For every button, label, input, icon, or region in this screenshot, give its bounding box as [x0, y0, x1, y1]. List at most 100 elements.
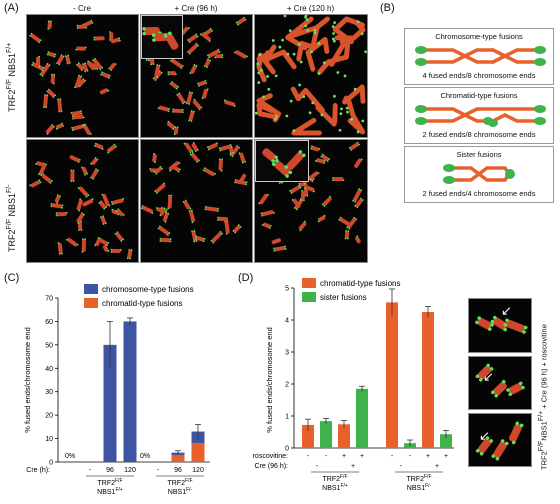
- bar-chromatid: [191, 443, 205, 462]
- legend-swatch: [84, 298, 98, 308]
- bar-chromatid: [386, 302, 398, 448]
- chromosome-type-fusion-box: Chromosome-type fusions 4 fused ends/8 c…: [404, 28, 554, 85]
- roscovitine-value: -: [325, 453, 328, 460]
- micrograph-nbs1-null-cre-96h: [140, 139, 253, 263]
- cre-value: 96: [174, 467, 182, 474]
- y-tick-label: 60: [45, 319, 53, 326]
- zero-label: 0%: [65, 453, 75, 460]
- roscovitine-value: +: [342, 453, 346, 460]
- group-label: TRF2F/F: [323, 474, 348, 483]
- roscovitine-value: +: [444, 453, 448, 460]
- group-label: TRF2F/F: [407, 474, 432, 483]
- micrograph-roscovitine-3: ↙: [468, 413, 532, 467]
- cre-label: Cre (h):: [26, 467, 50, 474]
- micrograph-nbs1-het-cre-120h: [254, 14, 368, 138]
- micrograph-roscovitine-1: ↙: [468, 298, 532, 353]
- y-tick-label: 10: [45, 436, 53, 443]
- roscovitine-value: -: [391, 453, 394, 460]
- inset-zoom: [255, 140, 309, 182]
- group-label: NBS1F/-: [168, 487, 193, 496]
- sister-fusion-box: Sister fusions 2 fused ends/4 chromosome…: [404, 146, 554, 203]
- legend-label: chromatid-type fusions: [320, 279, 400, 288]
- y-tick-label: 40: [45, 366, 53, 373]
- row-label-nbs1-null: TRF2F/F NBS1F/-: [6, 184, 17, 252]
- bar-sister: [356, 388, 368, 448]
- legend-swatch: [84, 284, 98, 294]
- group-label: NBS1F/+: [97, 487, 123, 496]
- chromosome-fusion-diagram: [415, 46, 546, 66]
- chromosome-type-fusion-title: Chromosome-type fusions: [435, 32, 523, 41]
- bar-chromatid: [171, 454, 185, 462]
- chromatid-type-fusion-title: Chromatid-type fusions: [440, 91, 518, 100]
- bar-chromosome: [123, 321, 137, 462]
- micrograph-nbs1-null-no-cre: [26, 139, 139, 263]
- group-label: NBS1F/-: [407, 483, 432, 492]
- y-tick-label: 4: [285, 318, 289, 325]
- row-label-nbs1-het: TRF2F/F NBS1F/+: [6, 42, 17, 112]
- cre-value: 120: [192, 467, 204, 474]
- panel-label-c: (C): [4, 272, 20, 284]
- sister-fusion-title: Sister fusions: [456, 150, 502, 159]
- legend-label: chromatid-type fusions: [102, 299, 182, 308]
- chromatid-type-fusion-caption: 2 fused ends/8 chromosome ends: [422, 130, 536, 139]
- cre-value: 120: [124, 467, 136, 474]
- y-tick-label: 3: [285, 350, 289, 357]
- roscovitine-value: -: [307, 453, 310, 460]
- y-tick-label: 20: [45, 413, 53, 420]
- side-label-roscovitine: TRF2F/FNBS1F/+ + Cre (96 h) + roscovitin…: [538, 324, 549, 470]
- sister-fusion-caption: 2 fused ends/4 chromosome ends: [422, 189, 536, 198]
- micrograph-nbs1-het-no-cre: [26, 14, 139, 138]
- bar-sister: [320, 421, 332, 448]
- y-axis-label: % fused ends/chromosome end: [23, 327, 32, 432]
- panel-label-b: (B): [380, 2, 395, 14]
- arrow-icon: ↙: [483, 369, 494, 384]
- legend-label: chromosome-type fusions: [102, 285, 194, 294]
- micrograph-roscovitine-2: ↙: [468, 356, 532, 410]
- panel-label-a: (A): [4, 2, 19, 14]
- chart-c: 0 10 20 30 40 50 60 70 % fused ends/chromosome e…: [23, 284, 210, 496]
- bar-chromatid: [422, 312, 434, 448]
- roscovitine-label: roscovitine:: [253, 453, 288, 460]
- cre-value: -: [316, 463, 319, 470]
- panel-label-d: (D): [238, 272, 254, 284]
- roscovitine-value: +: [426, 453, 430, 460]
- chromatid-type-fusion-box: Chromatid-type fusions 2 fused ends/8 ch…: [404, 87, 554, 144]
- legend-label: sister fusions: [320, 293, 367, 302]
- cre-value: +: [351, 463, 355, 470]
- micrograph-nbs1-null-cre-120h: [254, 139, 368, 263]
- cre-value: -: [157, 467, 160, 474]
- y-tick-label: 30: [45, 389, 53, 396]
- y-tick-label: 2: [285, 382, 289, 389]
- y-tick-label: 50: [45, 342, 53, 349]
- group-label: NBS1F/+: [322, 483, 348, 492]
- sister-fusion-diagram: [443, 164, 515, 184]
- bar-sister: [440, 434, 452, 448]
- group-label: TRF2F/F: [98, 478, 123, 487]
- chromosome-type-fusion-caption: 4 fused ends/8 chromosome ends: [422, 71, 536, 80]
- column-header-cre-120h: + Cre (120 h): [286, 4, 335, 13]
- cre-label: Cre (96 h):: [255, 463, 289, 470]
- bar-chromatid: [338, 424, 350, 448]
- column-header-cre-96h: + Cre (96 h): [174, 4, 218, 13]
- column-header-no-cre: - Cre: [73, 4, 91, 13]
- cre-value: -: [400, 463, 403, 470]
- group-label: TRF2F/F: [168, 478, 193, 487]
- legend-swatch: [302, 278, 316, 288]
- y-tick-label: 5: [285, 286, 289, 293]
- roscovitine-value: +: [360, 453, 364, 460]
- roscovitine-value: -: [409, 453, 412, 460]
- y-tick-label: 1: [285, 414, 289, 421]
- y-tick-label: 70: [45, 296, 53, 303]
- micrograph-nbs1-het-cre-96h: [140, 14, 253, 138]
- inset-zoom: [141, 15, 183, 59]
- cre-value: -: [89, 467, 92, 474]
- cre-value: +: [435, 463, 439, 470]
- y-tick-label: 0: [49, 460, 53, 467]
- y-axis-label: % fused ends/chromosome end: [265, 327, 274, 432]
- bar-chromosome: [103, 344, 117, 462]
- chromatid-fusion-diagram: [415, 105, 546, 127]
- y-tick-label: 0: [285, 446, 289, 453]
- bar-chromatid: [302, 424, 314, 448]
- zero-label: 0%: [140, 453, 150, 460]
